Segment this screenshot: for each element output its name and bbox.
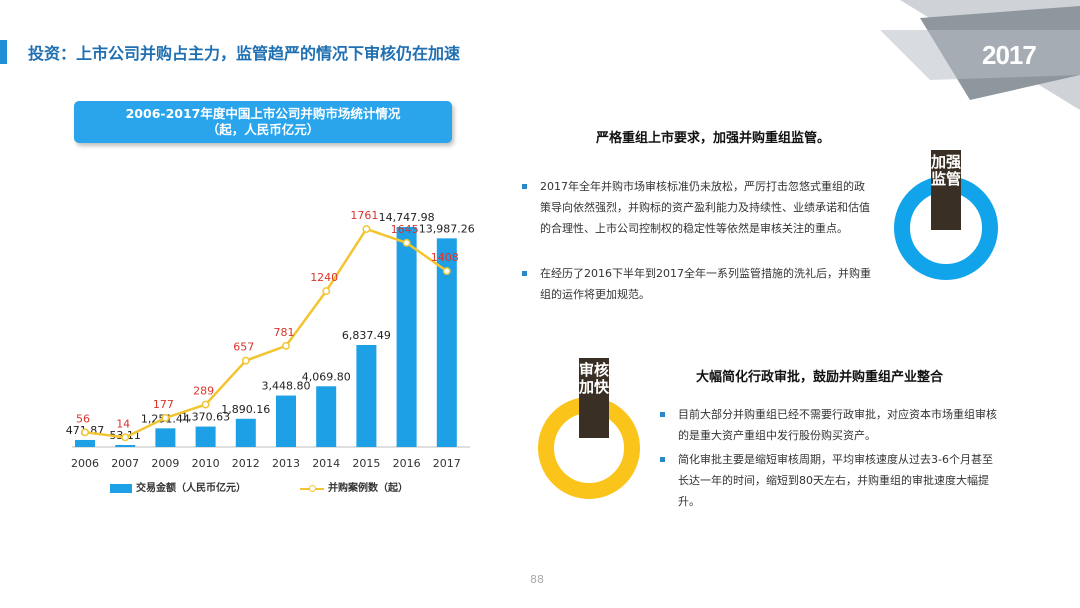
section1-bullet-1: 2017年全年并购市场审核标准仍未放松，严厉打击忽悠式重组的政策导向依然强烈，并… bbox=[522, 176, 874, 239]
title-accent bbox=[0, 40, 7, 64]
bar-value-label-2010: 1,370.63 bbox=[181, 411, 230, 424]
legend-bar-swatch bbox=[110, 483, 132, 493]
x-tick-label-2010: 2010 bbox=[192, 457, 220, 470]
line-point-2017 bbox=[442, 267, 451, 276]
line-value-label-2017: 1408 bbox=[431, 251, 459, 264]
bar-value-label-2015: 6,837.49 bbox=[342, 329, 391, 342]
line-point-2012 bbox=[241, 356, 250, 365]
line-value-label-2016: 1645 bbox=[391, 223, 419, 236]
bar-2016 bbox=[396, 227, 417, 447]
bar-value-label-2012: 1,890.16 bbox=[221, 403, 270, 416]
line-value-label-2013: 781 bbox=[274, 326, 295, 339]
line-point-2010 bbox=[201, 400, 210, 409]
x-tick-label-2014: 2014 bbox=[312, 457, 340, 470]
x-tick-label-2006: 2006 bbox=[71, 457, 99, 470]
x-tick-label-2012: 2012 bbox=[232, 457, 260, 470]
bar-2017 bbox=[436, 238, 457, 447]
x-tick-label-2007: 2007 bbox=[111, 457, 139, 470]
section1-bullet-2: 在经历了2016下半年到2017全年一系列监管措施的洗礼后，并购重组的运作将更加… bbox=[522, 263, 874, 305]
line-value-label-2014: 1240 bbox=[310, 271, 338, 284]
page-title: 投资：上市公司并购占主力，监管趋严的情况下审核仍在加速 bbox=[28, 44, 461, 63]
bar-2006 bbox=[75, 439, 95, 447]
line-series bbox=[84, 227, 448, 439]
badge-strengthen-supervision: 加强监管 bbox=[931, 150, 961, 230]
legend-line-label: 并购案例数（起） bbox=[328, 483, 408, 494]
year-badge: 2017 bbox=[982, 40, 1037, 70]
line-point-2015 bbox=[362, 225, 371, 233]
chart-header-line1: 2006-2017年度中国上市公司并购市场统计情况 bbox=[125, 106, 401, 121]
line-point-2007 bbox=[121, 433, 130, 442]
line-point-2016 bbox=[402, 238, 411, 247]
line-value-label-2015: 1761 bbox=[350, 209, 378, 222]
x-tick-label-2015: 2015 bbox=[352, 457, 380, 470]
bullet-square-icon bbox=[522, 184, 527, 189]
bullet-text: 简化审批主要是缩短审核周期，平均审核速度从过去3-6个月甚至长达一年的时间，缩短… bbox=[678, 453, 993, 508]
line-point-2006 bbox=[81, 428, 89, 437]
line-point-2009 bbox=[161, 413, 170, 422]
bullet-square-icon bbox=[660, 457, 665, 462]
badge-faster-review: 审核加快 bbox=[579, 358, 609, 438]
section2-bullet-2: 简化审批主要是缩短审核周期，平均审核速度从过去3-6个月甚至长达一年的时间，缩短… bbox=[660, 449, 1000, 512]
chart-header-line2: （起，人民币亿元） bbox=[206, 122, 320, 137]
bar-2010 bbox=[195, 426, 216, 447]
line-value-label-2009: 177 bbox=[153, 398, 174, 411]
legend-line-swatch bbox=[300, 484, 324, 493]
bar-value-label-2013: 3,448.80 bbox=[262, 380, 311, 393]
title-bar: 投资：上市公司并购占主力，监管趋严的情况下审核仍在加速 bbox=[0, 34, 900, 72]
legend-line: 并购案例数（起） bbox=[300, 479, 408, 494]
line-point-2013 bbox=[282, 341, 290, 350]
bar-2015 bbox=[356, 345, 377, 447]
bar-2009 bbox=[155, 428, 176, 447]
line-value-label-2006: 56 bbox=[76, 412, 90, 425]
x-tick-label-2017: 2017 bbox=[433, 457, 461, 470]
legend-bar: 交易金额（人民币亿元） bbox=[110, 479, 246, 494]
section2-bullet-1: 目前大部分并购重组已经不需要行政审批，对应资本市场重组审核的是重大资产重组中发行… bbox=[660, 404, 1000, 446]
bullet-square-icon bbox=[660, 412, 665, 417]
bullet-text: 在经历了2016下半年到2017全年一系列监管措施的洗礼后，并购重组的运作将更加… bbox=[540, 267, 871, 301]
corner-mid-shape bbox=[880, 30, 1080, 80]
section1-heading: 严格重组上市要求，加强并购重组监管。 bbox=[596, 131, 831, 146]
bar-value-label-2017: 13,987.26 bbox=[419, 222, 475, 235]
section2-heading: 大幅简化行政审批，鼓励并购重组产业整合 bbox=[696, 370, 944, 385]
bar-value-label-2014: 4,069.80 bbox=[302, 370, 351, 383]
bullet-square-icon bbox=[522, 271, 527, 276]
line-value-label-2012: 657 bbox=[233, 341, 254, 354]
line-value-label-2010: 289 bbox=[193, 385, 214, 398]
bar-2012 bbox=[235, 418, 256, 447]
corner-decoration bbox=[880, 0, 1080, 110]
line-point-2014 bbox=[322, 287, 331, 296]
bullet-text: 2017年全年并购市场审核标准仍未放松，严厉打击忽悠式重组的政策导向依然强烈，并… bbox=[540, 180, 870, 235]
chart-header: 2006-2017年度中国上市公司并购市场统计情况 （起，人民币亿元） bbox=[74, 101, 452, 143]
bullet-text: 目前大部分并购重组已经不需要行政审批，对应资本市场重组审核的是重大资产重组中发行… bbox=[678, 408, 997, 442]
bar-value-label-2016: 14,747.98 bbox=[379, 211, 435, 224]
line-value-label-2007: 14 bbox=[116, 417, 130, 430]
bar-2014 bbox=[316, 386, 337, 447]
x-tick-label-2009: 2009 bbox=[151, 457, 179, 470]
x-tick-label-2016: 2016 bbox=[393, 457, 421, 470]
bar-2007 bbox=[115, 445, 136, 447]
legend-bar-label: 交易金额（人民币亿元） bbox=[136, 483, 246, 494]
page-number: 88 bbox=[530, 573, 544, 586]
bar-2013 bbox=[276, 395, 296, 447]
x-tick-label-2013: 2013 bbox=[272, 457, 300, 470]
